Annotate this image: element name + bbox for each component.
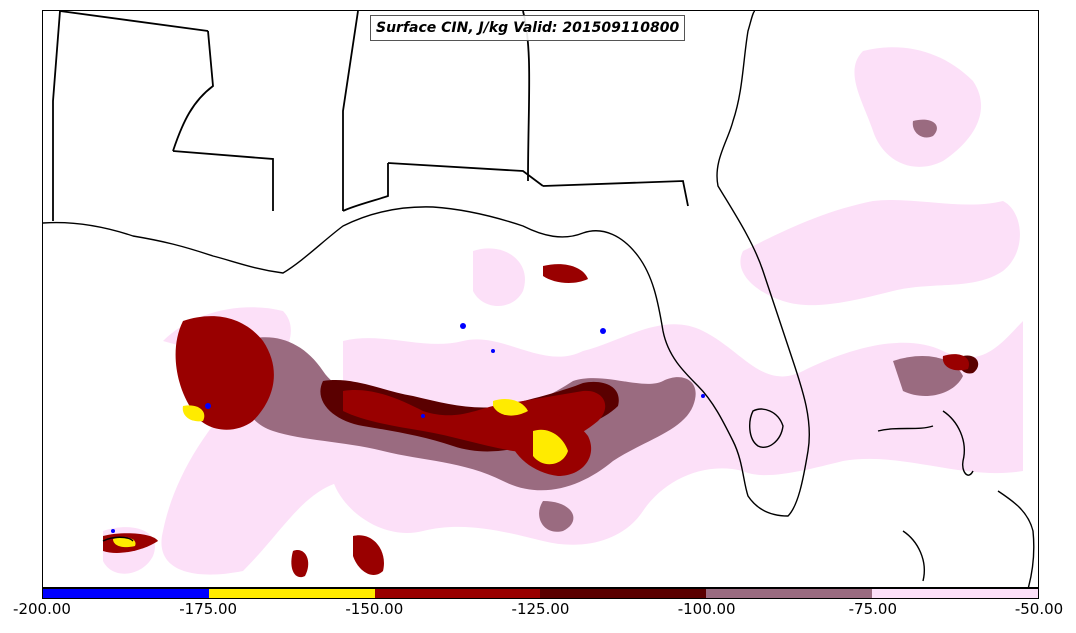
cin-field-light bbox=[103, 47, 1023, 575]
colorbar-tick-label: -75.00 bbox=[848, 600, 898, 618]
colorbar-segment bbox=[374, 589, 541, 598]
colorbar-segment bbox=[540, 589, 707, 598]
map-title: Surface CIN, J/kg Valid: 201509110800 bbox=[370, 15, 686, 41]
colorbar-segment bbox=[208, 589, 375, 598]
cin-field-blue bbox=[111, 323, 705, 533]
colorbar-segment bbox=[43, 589, 209, 598]
colorbar-tick-label: -175.00 bbox=[179, 600, 238, 618]
cin-field-yellow bbox=[113, 399, 568, 548]
map-panel bbox=[42, 10, 1039, 588]
colorbar-tick-label: -100.00 bbox=[677, 600, 736, 618]
state-borders bbox=[52, 11, 689, 221]
colorbar-segment bbox=[706, 589, 873, 598]
coastlines bbox=[43, 11, 1035, 587]
colorbar-tick-label: -125.00 bbox=[511, 600, 570, 618]
colorbar-tick-label: -200.00 bbox=[13, 600, 71, 618]
colorbar-tick-label: -50.00 bbox=[1014, 600, 1064, 618]
colorbar bbox=[42, 588, 1039, 599]
map-canvas bbox=[43, 11, 1035, 587]
colorbar-tick-label: -150.00 bbox=[345, 600, 404, 618]
colorbar-segment bbox=[872, 589, 1038, 598]
